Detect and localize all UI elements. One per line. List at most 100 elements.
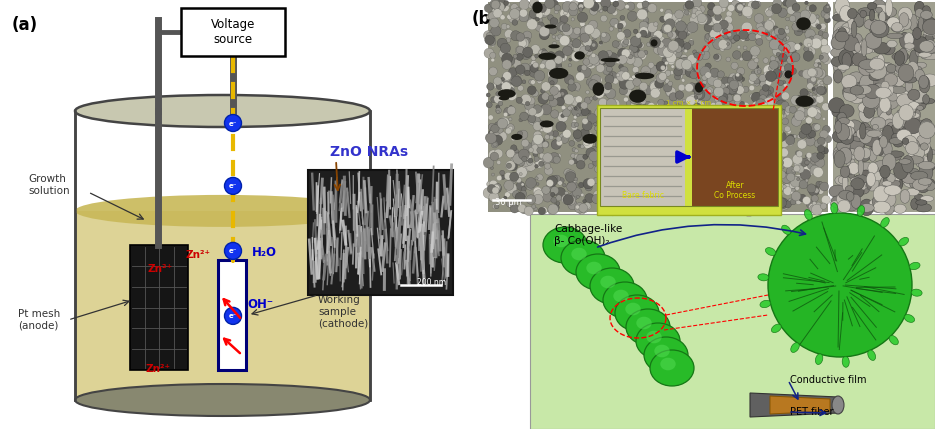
Circle shape — [779, 160, 784, 165]
Circle shape — [791, 52, 800, 62]
Circle shape — [761, 134, 765, 137]
Circle shape — [698, 13, 706, 23]
Circle shape — [669, 31, 676, 39]
Circle shape — [666, 89, 673, 97]
Ellipse shape — [626, 309, 670, 345]
FancyBboxPatch shape — [181, 8, 285, 56]
Circle shape — [770, 140, 777, 146]
Ellipse shape — [871, 22, 877, 38]
Circle shape — [516, 181, 525, 190]
Circle shape — [817, 152, 825, 159]
Ellipse shape — [875, 122, 881, 139]
Circle shape — [615, 0, 626, 10]
Circle shape — [681, 187, 685, 192]
Circle shape — [764, 21, 774, 30]
Ellipse shape — [886, 64, 897, 73]
Ellipse shape — [889, 177, 903, 191]
Circle shape — [533, 187, 541, 196]
Circle shape — [784, 37, 787, 41]
Circle shape — [696, 82, 703, 89]
Circle shape — [789, 182, 796, 189]
Circle shape — [785, 26, 788, 29]
Ellipse shape — [906, 61, 919, 79]
Circle shape — [584, 202, 591, 209]
Ellipse shape — [924, 45, 935, 54]
Circle shape — [573, 130, 582, 139]
Circle shape — [640, 66, 651, 76]
Ellipse shape — [894, 162, 908, 179]
Circle shape — [735, 185, 745, 196]
Circle shape — [654, 79, 664, 88]
Circle shape — [772, 104, 780, 111]
Circle shape — [687, 22, 698, 33]
Circle shape — [788, 198, 795, 204]
Circle shape — [510, 9, 520, 19]
Circle shape — [528, 79, 534, 85]
Circle shape — [633, 113, 643, 124]
Circle shape — [808, 96, 813, 101]
Circle shape — [659, 182, 669, 193]
Circle shape — [626, 163, 630, 167]
Circle shape — [735, 73, 742, 81]
Circle shape — [494, 184, 501, 190]
Circle shape — [794, 160, 803, 169]
Circle shape — [503, 60, 511, 68]
Circle shape — [780, 114, 784, 118]
Circle shape — [682, 57, 688, 64]
Text: 1 cm × 1 cm: 1 cm × 1 cm — [667, 100, 712, 106]
Circle shape — [676, 36, 681, 41]
Circle shape — [542, 123, 553, 133]
Circle shape — [805, 1, 808, 5]
Circle shape — [811, 76, 816, 82]
Ellipse shape — [870, 58, 885, 70]
Circle shape — [743, 34, 750, 41]
Circle shape — [692, 132, 700, 140]
Text: 200 nm: 200 nm — [417, 278, 446, 287]
Circle shape — [691, 13, 697, 18]
Circle shape — [794, 44, 800, 50]
Circle shape — [668, 180, 676, 189]
Circle shape — [605, 83, 611, 90]
Circle shape — [528, 115, 536, 123]
Circle shape — [532, 150, 536, 153]
Circle shape — [610, 180, 616, 186]
Circle shape — [635, 179, 641, 187]
Ellipse shape — [903, 175, 915, 187]
Circle shape — [651, 184, 657, 191]
Circle shape — [728, 103, 737, 112]
Circle shape — [591, 75, 601, 85]
Circle shape — [572, 120, 577, 124]
Circle shape — [577, 12, 587, 22]
Circle shape — [563, 107, 567, 111]
Ellipse shape — [854, 146, 865, 161]
Circle shape — [618, 28, 622, 32]
Circle shape — [805, 136, 815, 146]
Circle shape — [726, 85, 736, 94]
Circle shape — [741, 77, 744, 82]
Circle shape — [574, 202, 585, 213]
Circle shape — [645, 206, 654, 215]
Circle shape — [551, 110, 559, 118]
Ellipse shape — [709, 164, 715, 171]
Circle shape — [622, 41, 628, 47]
Circle shape — [600, 115, 609, 123]
Circle shape — [616, 194, 626, 204]
Circle shape — [784, 157, 787, 161]
Ellipse shape — [876, 201, 888, 213]
Circle shape — [507, 124, 514, 131]
Circle shape — [711, 195, 720, 204]
Circle shape — [505, 128, 511, 134]
Circle shape — [754, 58, 759, 63]
Ellipse shape — [600, 58, 620, 62]
Circle shape — [599, 42, 602, 45]
Circle shape — [818, 30, 823, 36]
Circle shape — [596, 146, 601, 151]
Ellipse shape — [844, 129, 856, 145]
Circle shape — [574, 149, 579, 153]
Circle shape — [784, 28, 789, 34]
Circle shape — [672, 172, 678, 177]
Ellipse shape — [837, 193, 850, 206]
Circle shape — [537, 139, 545, 148]
Circle shape — [537, 22, 544, 29]
Circle shape — [574, 129, 581, 136]
